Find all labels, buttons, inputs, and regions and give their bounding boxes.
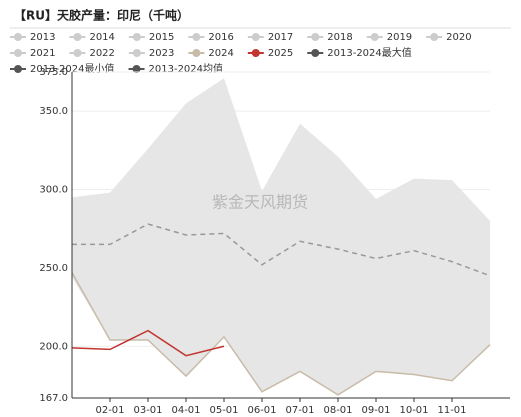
- legend-marker: [251, 33, 260, 41]
- x-tick-label: 06-01: [247, 405, 276, 416]
- legend-label: 2016: [208, 32, 233, 43]
- legend-label: 2024: [208, 48, 233, 59]
- legend-marker: [14, 49, 22, 57]
- x-tick-label: 03-01: [133, 405, 162, 416]
- legend-label: 2015: [149, 32, 174, 43]
- legend-marker: [132, 65, 141, 73]
- legend-item: 2021: [10, 48, 55, 59]
- x-tick-label: 04-01: [171, 405, 200, 416]
- x-tick-label: 05-01: [209, 405, 238, 416]
- x-tick-label: 07-01: [285, 405, 314, 416]
- legend-item: 2019: [366, 32, 412, 43]
- legend-marker: [251, 49, 260, 57]
- legend-item: 2024: [188, 48, 234, 59]
- legend-label: 2013-2024均值: [149, 62, 224, 75]
- legend-item: 2023: [128, 48, 174, 59]
- legend-marker: [14, 33, 22, 41]
- legend-item: 2014: [69, 32, 115, 43]
- legend-label: 2013: [30, 32, 55, 43]
- legend-label: 2025: [268, 48, 293, 59]
- legend-item: 2017: [247, 32, 293, 43]
- range-band: [72, 78, 490, 395]
- legend-label: 2022: [89, 48, 114, 59]
- legend-label: 2017: [268, 32, 293, 43]
- legend-item: 2013: [10, 32, 55, 43]
- legend-marker: [430, 33, 439, 41]
- legend-label: 2021: [30, 48, 55, 59]
- legend-item: 2013-2024均值: [128, 62, 224, 75]
- watermark: 紫金天风期货: [212, 193, 308, 212]
- legend-marker: [370, 33, 379, 41]
- legend-item: 2016: [188, 32, 234, 43]
- legend-item: 2022: [69, 48, 115, 59]
- y-tick-label: 200.0: [39, 341, 68, 352]
- series-line: [71, 329, 225, 357]
- x-tick-label: 08-01: [323, 405, 352, 416]
- legend-item: 2020: [426, 32, 472, 43]
- x-tick-label: 09-01: [361, 405, 390, 416]
- x-tick-label: 10-01: [399, 405, 428, 416]
- legend-marker: [132, 33, 141, 41]
- y-tick-label: 300.0: [39, 185, 68, 196]
- legend-label: 2018: [327, 32, 352, 43]
- y-tick-label: 350.0: [39, 106, 68, 117]
- y-tick-label: 375.0: [39, 67, 68, 78]
- legend-label: 2013-2024最大值: [327, 46, 412, 59]
- mean-line: [72, 223, 491, 277]
- chart-title: 【RU】天胶产量：印尼（千吨）: [14, 8, 189, 23]
- legend-label: 2014: [89, 32, 114, 43]
- legend-marker: [311, 49, 320, 57]
- legend-marker: [132, 49, 141, 57]
- x-tick-label: 02-01: [95, 405, 124, 416]
- legend-item: 2015: [128, 32, 174, 43]
- legend-item: 2013-2024最大值: [307, 46, 412, 59]
- legend-marker: [192, 49, 201, 57]
- legend-item: 2025: [247, 48, 293, 59]
- legend-marker: [14, 65, 22, 73]
- legend-label: 2023: [149, 48, 174, 59]
- series-line: [71, 272, 491, 396]
- legend-marker: [192, 33, 201, 41]
- legend-label: 2019: [387, 32, 412, 43]
- legend-marker: [311, 33, 320, 41]
- legend-marker: [73, 33, 82, 41]
- y-tick-label: 167.0: [39, 393, 68, 404]
- y-tick-label: 250.0: [39, 263, 68, 274]
- legend-marker: [73, 49, 82, 57]
- legend-item: 2018: [307, 32, 353, 43]
- legend-label: 2020: [446, 32, 471, 43]
- x-tick-label: 11-01: [437, 405, 466, 416]
